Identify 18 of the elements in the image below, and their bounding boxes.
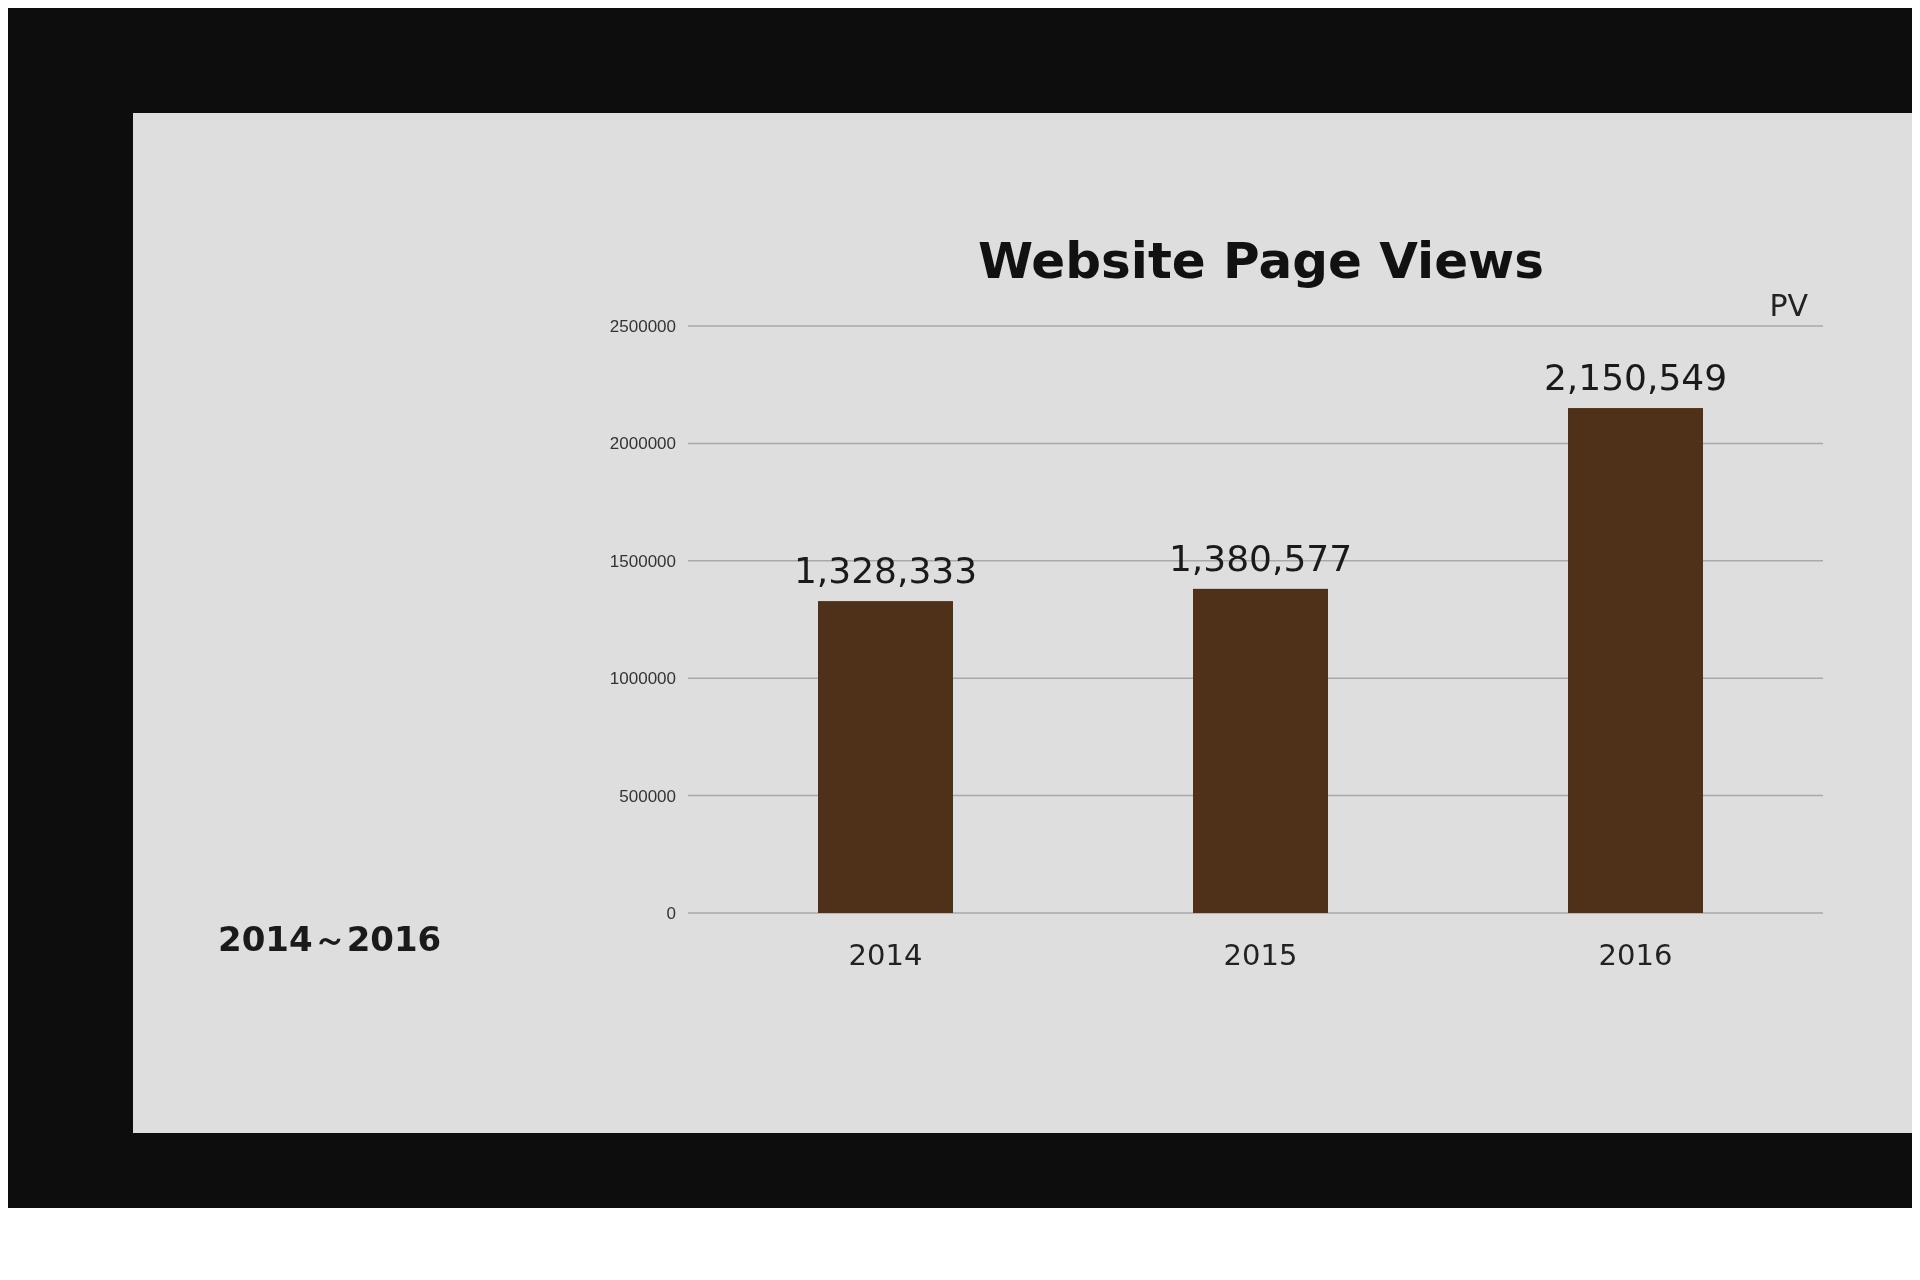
y-tick-label: 1000000 xyxy=(609,669,676,689)
data-label: 2,150,549 xyxy=(1543,357,1728,399)
y-tick-label: 2500000 xyxy=(609,316,676,336)
data-label: 1,328,333 xyxy=(793,550,978,592)
x-tick-label: 2015 xyxy=(1223,938,1298,972)
y-tick-label: 0 xyxy=(666,903,676,923)
y-tick-label: 500000 xyxy=(619,786,676,806)
bar xyxy=(1568,408,1703,913)
data-label: 1,380,577 xyxy=(1168,537,1353,579)
y-tick-label: 2000000 xyxy=(609,434,676,454)
y-tick-label: 1500000 xyxy=(609,551,676,571)
y-axis-title: PV xyxy=(1769,288,1809,323)
text: 2014～2016 xyxy=(218,919,442,959)
bar xyxy=(818,601,953,913)
bar xyxy=(1193,588,1328,913)
chart-title: Website Page Views xyxy=(977,232,1545,290)
x-tick-label: 2016 xyxy=(1598,938,1673,972)
x-tick-label: 2014 xyxy=(848,938,923,972)
